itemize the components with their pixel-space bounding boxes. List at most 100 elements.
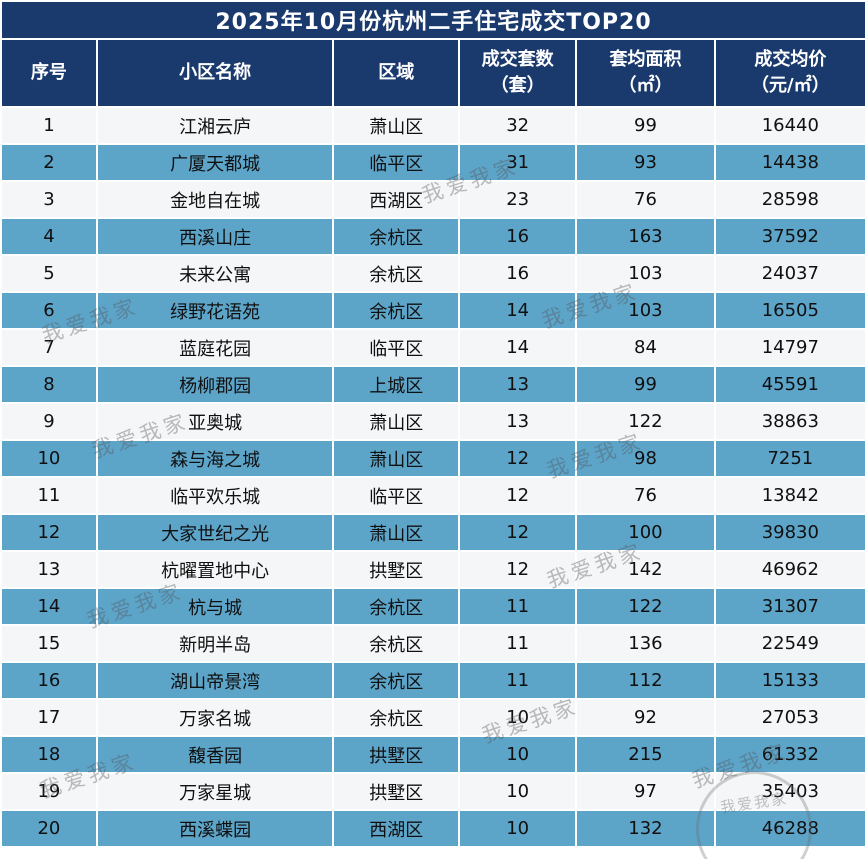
district-cell: 余杭区 <box>334 219 459 254</box>
district-cell: 萧山区 <box>334 404 459 439</box>
name-cell: 广厦天都城 <box>97 145 333 180</box>
price-cell: 28598 <box>715 182 865 217</box>
table-row: 6 绿野花语苑 余杭区 14 103 16505 <box>2 293 865 328</box>
header-units-line1: 成交套数 <box>481 48 554 70</box>
units-cell: 23 <box>460 182 576 217</box>
name-cell: 湖山帝景湾 <box>97 663 333 698</box>
table-row: 10 森与海之城 萧山区 12 98 7251 <box>2 441 865 476</box>
area-cell: 93 <box>577 145 714 180</box>
area-cell: 99 <box>577 108 714 143</box>
name-cell: 金地自在城 <box>97 182 333 217</box>
price-cell: 22549 <box>715 626 865 661</box>
district-cell: 余杭区 <box>334 256 459 291</box>
district-cell: 临平区 <box>334 330 459 365</box>
title-row: 2025年10月份杭州二手住宅成交TOP20 <box>2 2 865 38</box>
rank-cell: 17 <box>2 700 96 735</box>
rank-cell: 10 <box>2 441 96 476</box>
price-cell: 46962 <box>715 552 865 587</box>
area-cell: 100 <box>577 515 714 550</box>
header-area: 套均面积 （㎡） <box>577 40 714 106</box>
table-row: 8 杨柳郡园 上城区 13 99 45591 <box>2 367 865 402</box>
area-cell: 163 <box>577 219 714 254</box>
rank-cell: 12 <box>2 515 96 550</box>
table-row: 17 万家名城 余杭区 10 92 27053 <box>2 700 865 735</box>
units-cell: 11 <box>460 589 576 624</box>
rank-cell: 20 <box>2 811 96 846</box>
name-cell: 临平欢乐城 <box>97 478 333 513</box>
name-cell: 万家名城 <box>97 700 333 735</box>
rank-cell: 15 <box>2 626 96 661</box>
name-cell: 新明半岛 <box>97 626 333 661</box>
rank-cell: 4 <box>2 219 96 254</box>
table-row: 1 江湘云庐 萧山区 32 99 16440 <box>2 108 865 143</box>
district-cell: 西湖区 <box>334 811 459 846</box>
rank-cell: 1 <box>2 108 96 143</box>
rank-cell: 16 <box>2 663 96 698</box>
table-row: 15 新明半岛 余杭区 11 136 22549 <box>2 626 865 661</box>
area-cell: 98 <box>577 441 714 476</box>
header-price: 成交均价 （元/㎡） <box>715 40 865 106</box>
area-cell: 99 <box>577 367 714 402</box>
units-cell: 13 <box>460 404 576 439</box>
name-cell: 杨柳郡园 <box>97 367 333 402</box>
district-cell: 上城区 <box>334 367 459 402</box>
area-cell: 122 <box>577 404 714 439</box>
rank-cell: 7 <box>2 330 96 365</box>
header-price-line1: 成交均价 <box>754 48 827 70</box>
district-cell: 余杭区 <box>334 700 459 735</box>
area-cell: 76 <box>577 182 714 217</box>
rank-cell: 3 <box>2 182 96 217</box>
price-cell: 24037 <box>715 256 865 291</box>
header-name: 小区名称 <box>97 40 333 106</box>
district-cell: 西湖区 <box>334 182 459 217</box>
rank-cell: 9 <box>2 404 96 439</box>
district-cell: 余杭区 <box>334 663 459 698</box>
table-row: 7 蓝庭花园 临平区 14 84 14797 <box>2 330 865 365</box>
rank-cell: 14 <box>2 589 96 624</box>
price-cell: 16440 <box>715 108 865 143</box>
units-cell: 32 <box>460 108 576 143</box>
price-cell: 61332 <box>715 737 865 772</box>
table-row: 3 金地自在城 西湖区 23 76 28598 <box>2 182 865 217</box>
rank-cell: 18 <box>2 737 96 772</box>
table-row: 4 西溪山庄 余杭区 16 163 37592 <box>2 219 865 254</box>
table-row: 2 广厦天都城 临平区 31 93 14438 <box>2 145 865 180</box>
header-district: 区域 <box>334 40 459 106</box>
table-row: 13 杭曜置地中心 拱墅区 12 142 46962 <box>2 552 865 587</box>
units-cell: 11 <box>460 663 576 698</box>
area-cell: 122 <box>577 589 714 624</box>
name-cell: 亚奥城 <box>97 404 333 439</box>
header-row: 序号 小区名称 区域 成交套数 （套） 套均面积 （㎡） 成交均价 （元/㎡） <box>2 40 865 106</box>
name-cell: 森与海之城 <box>97 441 333 476</box>
price-cell: 14438 <box>715 145 865 180</box>
name-cell: 万家星城 <box>97 774 333 809</box>
name-cell: 杭曜置地中心 <box>97 552 333 587</box>
table-row: 16 湖山帝景湾 余杭区 11 112 15133 <box>2 663 865 698</box>
price-cell: 13842 <box>715 478 865 513</box>
district-cell: 拱墅区 <box>334 737 459 772</box>
header-area-line1: 套均面积 <box>609 48 682 70</box>
name-cell: 馥香园 <box>97 737 333 772</box>
units-cell: 16 <box>460 256 576 291</box>
header-units-line2: （套） <box>490 75 545 96</box>
area-cell: 136 <box>577 626 714 661</box>
table-row: 18 馥香园 拱墅区 10 215 61332 <box>2 737 865 772</box>
area-cell: 103 <box>577 256 714 291</box>
table-row: 12 大家世纪之光 萧山区 12 100 39830 <box>2 515 865 550</box>
name-cell: 西溪蝶园 <box>97 811 333 846</box>
area-cell: 76 <box>577 478 714 513</box>
district-cell: 余杭区 <box>334 293 459 328</box>
units-cell: 16 <box>460 219 576 254</box>
table-row: 5 未来公寓 余杭区 16 103 24037 <box>2 256 865 291</box>
name-cell: 西溪山庄 <box>97 219 333 254</box>
area-cell: 215 <box>577 737 714 772</box>
name-cell: 蓝庭花园 <box>97 330 333 365</box>
units-cell: 12 <box>460 552 576 587</box>
name-cell: 江湘云庐 <box>97 108 333 143</box>
area-cell: 132 <box>577 811 714 846</box>
price-cell: 31307 <box>715 589 865 624</box>
price-cell: 46288 <box>715 811 865 846</box>
name-cell: 绿野花语苑 <box>97 293 333 328</box>
price-cell: 38863 <box>715 404 865 439</box>
